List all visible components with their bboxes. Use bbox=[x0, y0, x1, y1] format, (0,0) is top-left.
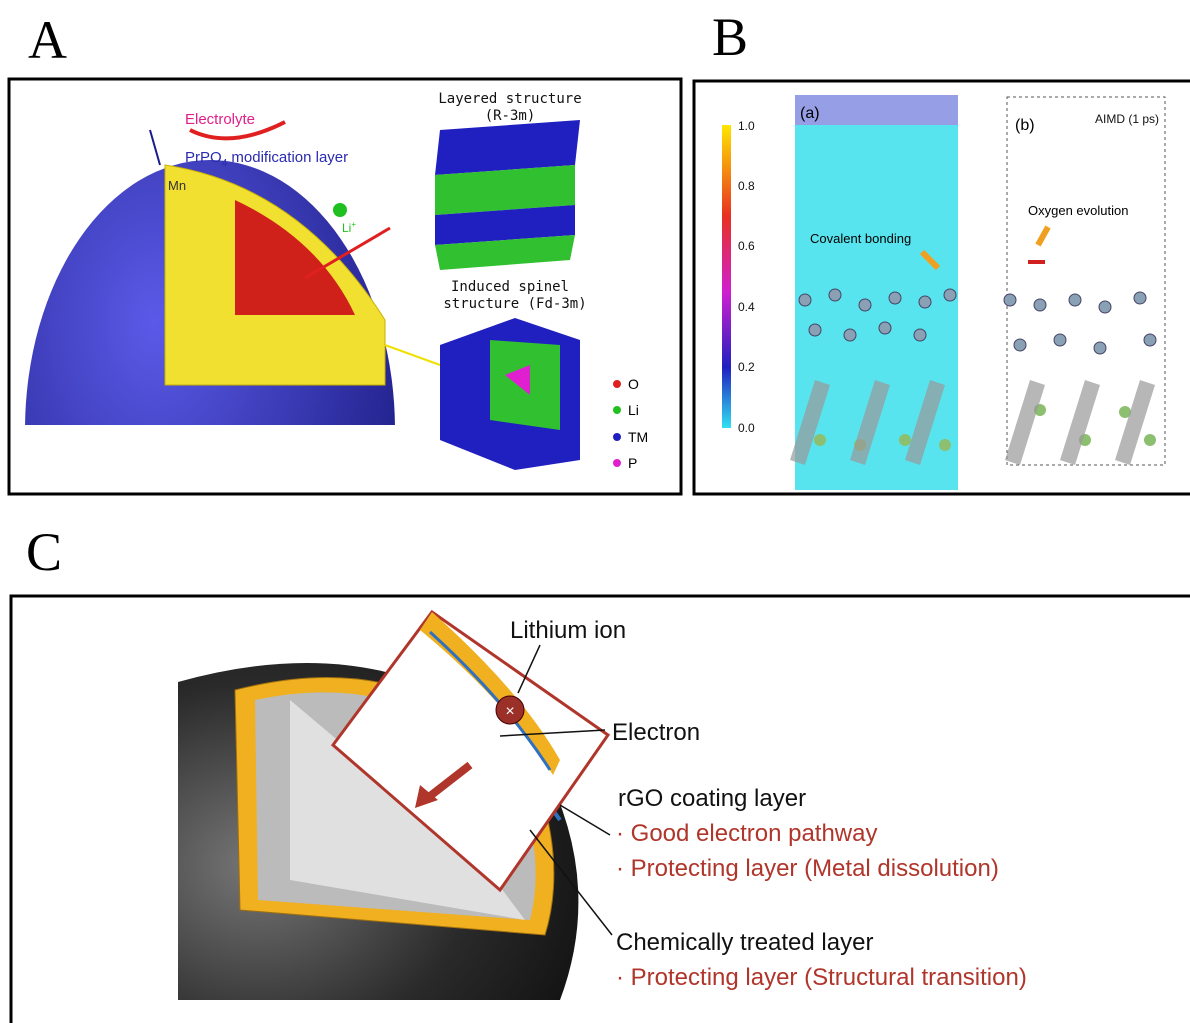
legend-label: P bbox=[628, 455, 637, 471]
label: Induced spinel bbox=[451, 279, 569, 295]
label: structure (Fd-3m) bbox=[443, 296, 586, 312]
bullet: · Good electron pathway bbox=[616, 820, 877, 847]
panel-label: B bbox=[712, 7, 748, 67]
label: Layered structure bbox=[438, 91, 581, 107]
label: Li bbox=[342, 221, 351, 235]
label: Electron bbox=[612, 719, 700, 746]
colorbar-label: 0.0 bbox=[738, 421, 755, 435]
label: (R-3m) bbox=[485, 108, 536, 124]
label: PrPO bbox=[185, 149, 222, 166]
bullet: · Protecting layer (Structural transitio… bbox=[616, 964, 1027, 991]
colorbar-label: 1.0 bbox=[738, 119, 755, 133]
figure: A Electrolyte PrPO4 modification layer M… bbox=[0, 0, 1190, 1023]
panel-label: A bbox=[28, 10, 67, 70]
legend-label: TM bbox=[628, 429, 648, 445]
li-ion bbox=[333, 203, 347, 217]
label: Mn bbox=[168, 178, 186, 193]
label: AIMD (1 ps) bbox=[1095, 112, 1159, 126]
label: (a) bbox=[800, 105, 820, 122]
label: modification layer bbox=[227, 149, 348, 166]
spinel-structure bbox=[440, 318, 580, 470]
colorbar bbox=[722, 125, 731, 428]
legend-label: O bbox=[628, 376, 639, 392]
label: Oxygen evolution bbox=[1028, 203, 1128, 218]
colorbar-label: 0.8 bbox=[738, 179, 755, 193]
page: {"panel_a": {"label": "A", "electrolyte"… bbox=[0, 0, 1190, 1023]
bullet: · Protecting layer (Metal dissolution) bbox=[616, 855, 999, 882]
density-map bbox=[795, 95, 958, 490]
colorbar-label: 0.6 bbox=[738, 239, 755, 253]
label: rGO coating layer bbox=[618, 785, 806, 812]
legend-label: Li bbox=[628, 402, 639, 418]
label: + bbox=[351, 220, 356, 229]
panel-label: C bbox=[26, 522, 62, 582]
colorbar-label: 0.2 bbox=[738, 360, 755, 374]
layered-structure bbox=[435, 120, 580, 270]
label: Covalent bonding bbox=[810, 231, 911, 246]
colorbar-label: 0.4 bbox=[738, 300, 755, 314]
label: (b) bbox=[1015, 117, 1035, 134]
label: Chemically treated layer bbox=[616, 929, 873, 956]
label: Electrolyte bbox=[185, 111, 255, 128]
ion-mark: × bbox=[505, 703, 514, 720]
label: Lithium ion bbox=[510, 617, 626, 644]
